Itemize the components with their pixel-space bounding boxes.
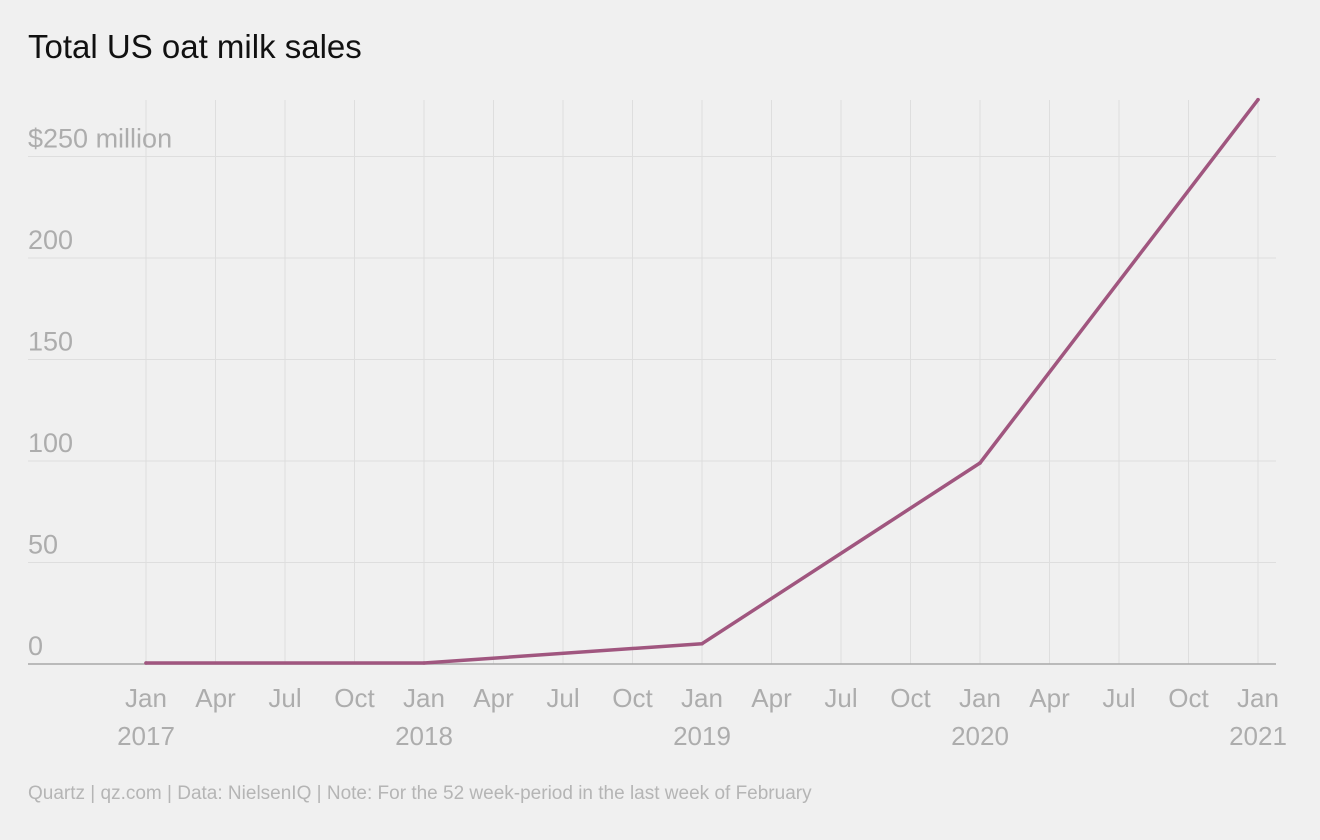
- data-point: [1256, 97, 1260, 102]
- series-layer: [144, 97, 1260, 665]
- y-tick-label: 200: [28, 225, 73, 255]
- data-point: [144, 661, 148, 665]
- x-tick-label-year: 2020: [951, 721, 1009, 751]
- x-tick-label-month: Oct: [334, 683, 375, 713]
- x-tick-label-year: 2021: [1229, 721, 1287, 751]
- data-point: [422, 661, 426, 665]
- x-tick-label-month: Jan: [125, 683, 167, 713]
- x-tick-label-month: Apr: [195, 683, 236, 713]
- x-tick-label-month: Jan: [959, 683, 1001, 713]
- x-tick-label-year: 2018: [395, 721, 453, 751]
- gridlines: [28, 100, 1276, 664]
- y-tick-label: $250 million: [28, 124, 172, 154]
- x-tick-label-month: Apr: [1029, 683, 1070, 713]
- y-axis-tick-labels: 0 50 100 150 200 $250 million: [28, 124, 172, 662]
- y-tick-label: 150: [28, 327, 73, 357]
- x-tick-label-month: Oct: [890, 683, 931, 713]
- y-tick-label: 50: [28, 530, 58, 560]
- x-tick-label-month: Oct: [612, 683, 653, 713]
- source-footer: Quartz | qz.com | Data: NielsenIQ | Note…: [28, 783, 812, 804]
- x-axis-tick-labels: Jan 2017 Apr Jul Oct Jan 2018 Apr Jul Oct Jan 2019 A…: [117, 683, 1287, 751]
- y-tick-label: 0: [28, 631, 43, 661]
- data-point: [978, 461, 982, 465]
- x-tick-label-year: 2017: [117, 721, 175, 751]
- x-tick-label-month: Jul: [546, 683, 579, 713]
- x-tick-label-month: Oct: [1168, 683, 1209, 713]
- x-tick-label-month: Jan: [403, 683, 445, 713]
- x-tick-label-month: Jan: [681, 683, 723, 713]
- x-tick-label-month: Apr: [473, 683, 514, 713]
- x-tick-label-month: Jan: [1237, 683, 1279, 713]
- x-tick-label-month: Apr: [751, 683, 792, 713]
- data-point: [700, 641, 704, 646]
- x-tick-label-year: 2019: [673, 721, 731, 751]
- x-tick-label-month: Jul: [268, 683, 301, 713]
- x-tick-label-month: Jul: [824, 683, 857, 713]
- y-tick-label: 100: [28, 428, 73, 458]
- chart-title: Total US oat milk sales: [28, 28, 362, 65]
- x-tick-label-month: Jul: [1102, 683, 1135, 713]
